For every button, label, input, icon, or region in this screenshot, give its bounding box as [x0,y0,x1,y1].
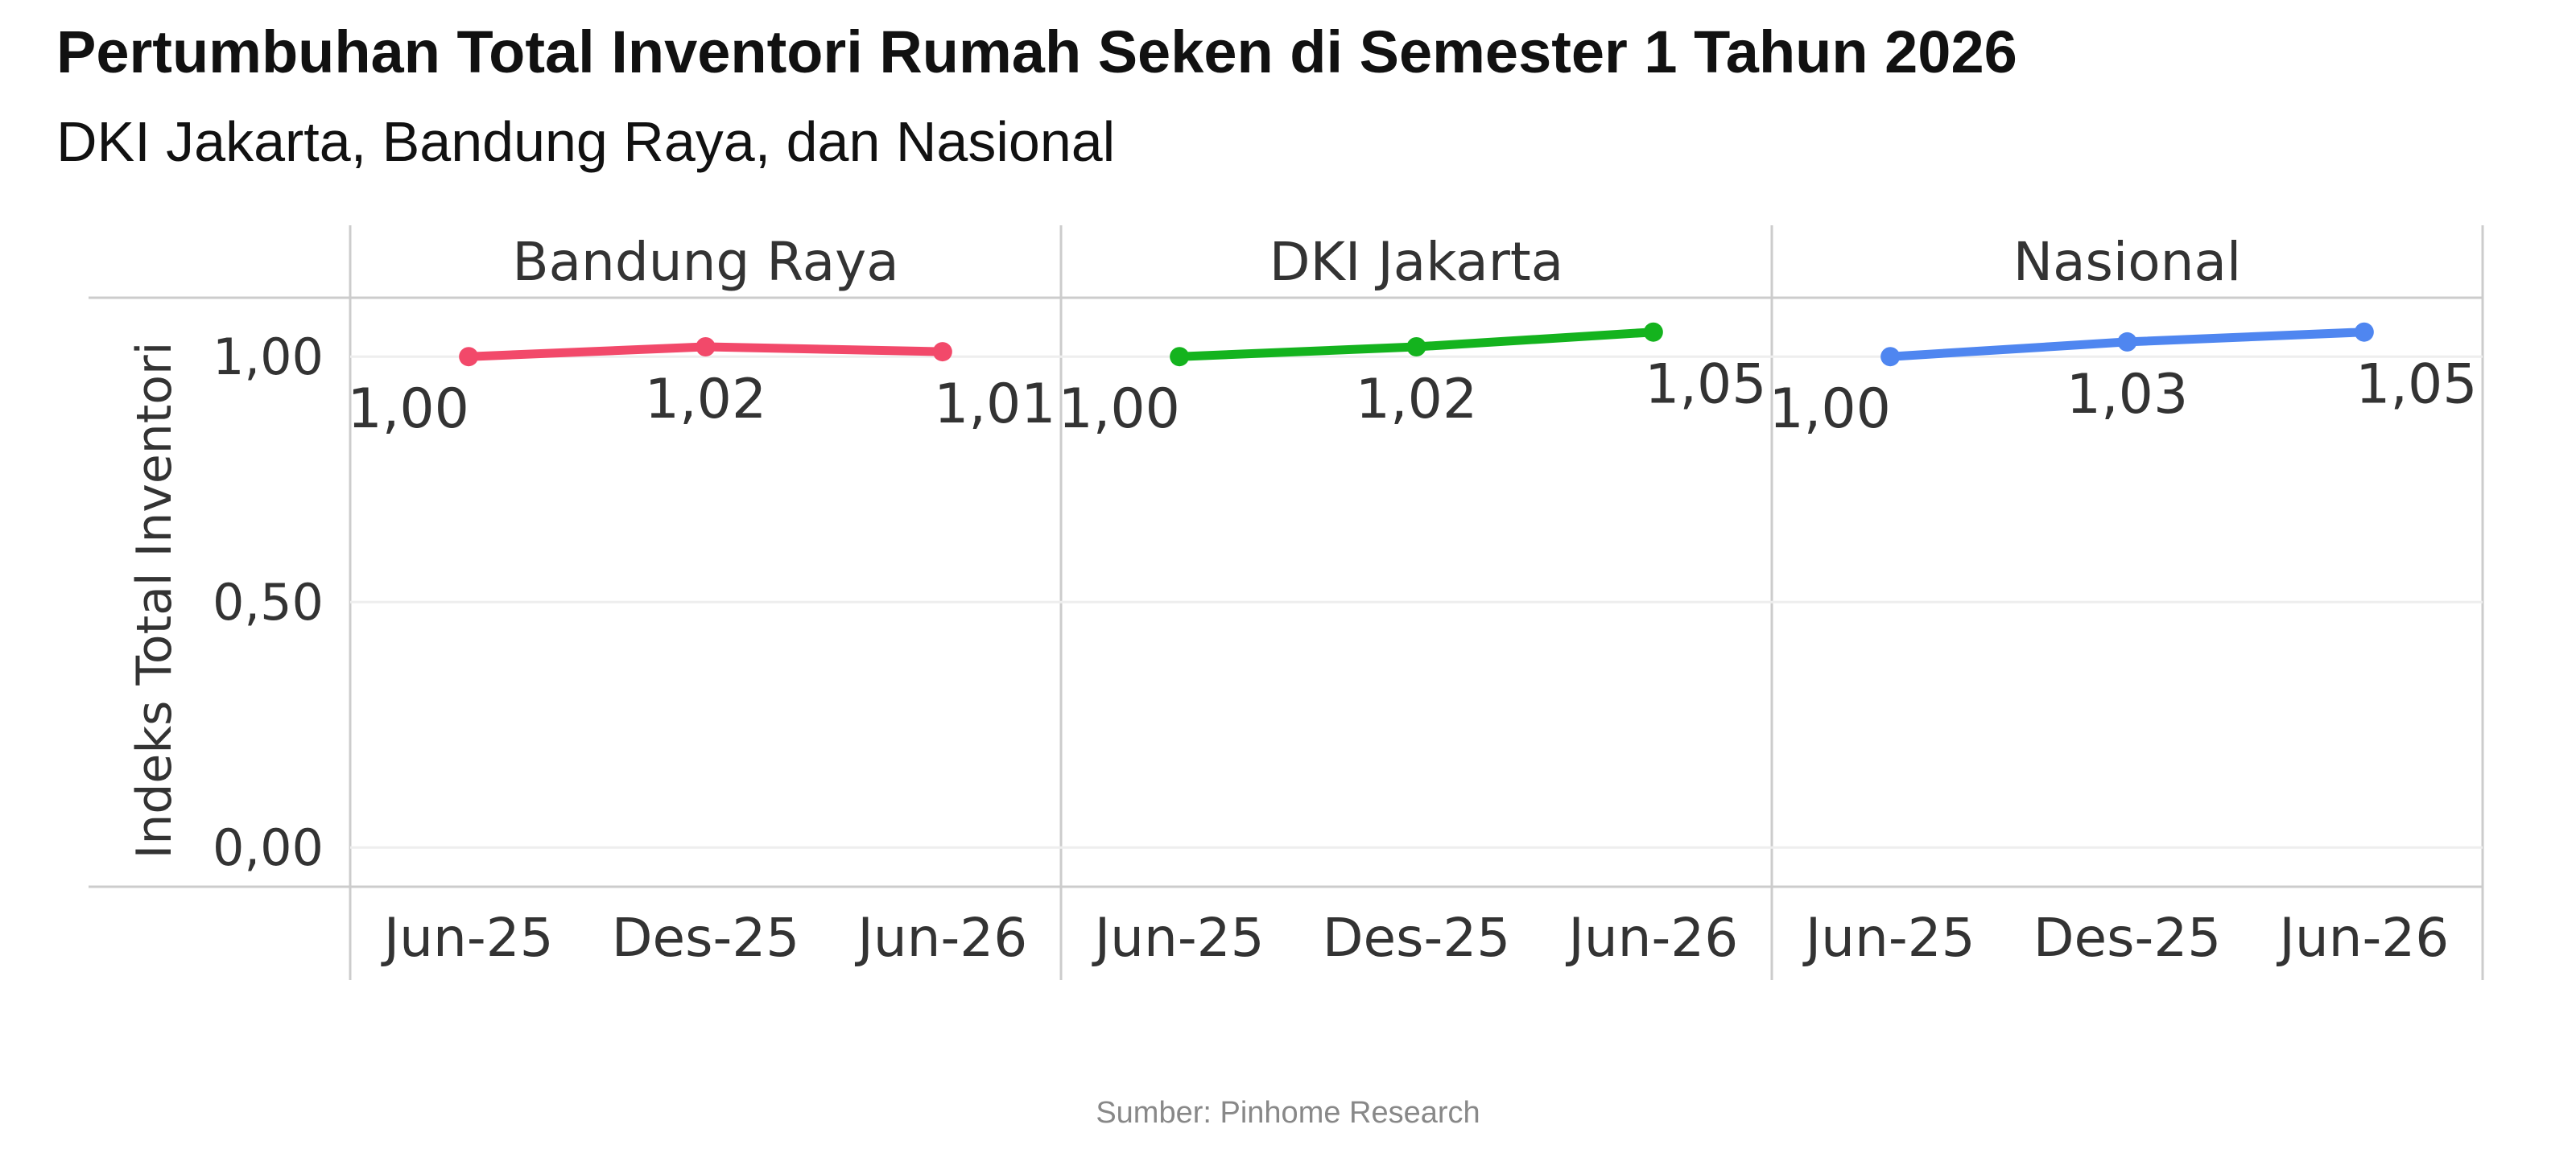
data-label: 1,00 [347,377,469,441]
data-label: 1,05 [2355,353,2477,417]
source: Sumber: Pinhome Research [1096,1096,1480,1130]
point [2354,322,2374,342]
data-label: 1,00 [1058,377,1179,441]
x-tick-label: Jun-26 [2276,907,2449,969]
data-label: 1,00 [1769,377,1890,441]
chart-title: Pertumbuhan Total Inventori Rumah Seken … [56,19,2017,85]
x-tick-label: Des-25 [1323,907,1511,969]
panel-title: Nasional [2013,231,2242,293]
x-tick-label: Jun-25 [1092,907,1265,969]
y-tick-label: 0,00 [213,818,324,877]
point [1170,347,1190,367]
x-tick-label: Jun-25 [381,907,554,969]
x-tick-label: Jun-26 [854,907,1027,969]
y-axis-label: Indeks Total Inventori [126,342,183,859]
x-tick-label: Des-25 [612,907,800,969]
panel-title: Bandung Raya [512,231,898,293]
point [459,347,479,367]
x-tick-label: Jun-25 [1802,907,1975,969]
data-label: 1,01 [934,373,1055,436]
data-label: 1,05 [1645,353,1766,417]
point [1880,347,1901,367]
point [1643,322,1663,342]
data-label: 1,03 [2066,363,2188,426]
y-tick-label: 1,00 [213,327,324,386]
data-label: 1,02 [645,368,766,431]
data-label: 1,02 [1356,368,1477,431]
point [696,337,716,356]
x-tick-label: Jun-26 [1565,907,1738,969]
panel-title: DKI Jakarta [1269,231,1563,293]
point [1406,337,1426,356]
chart-subtitle: DKI Jakarta, Bandung Raya, dan Nasional [56,110,1115,173]
point [932,342,952,362]
x-tick-label: Des-25 [2033,907,2222,969]
point [2117,332,2137,352]
y-tick-label: 0,50 [213,573,324,632]
